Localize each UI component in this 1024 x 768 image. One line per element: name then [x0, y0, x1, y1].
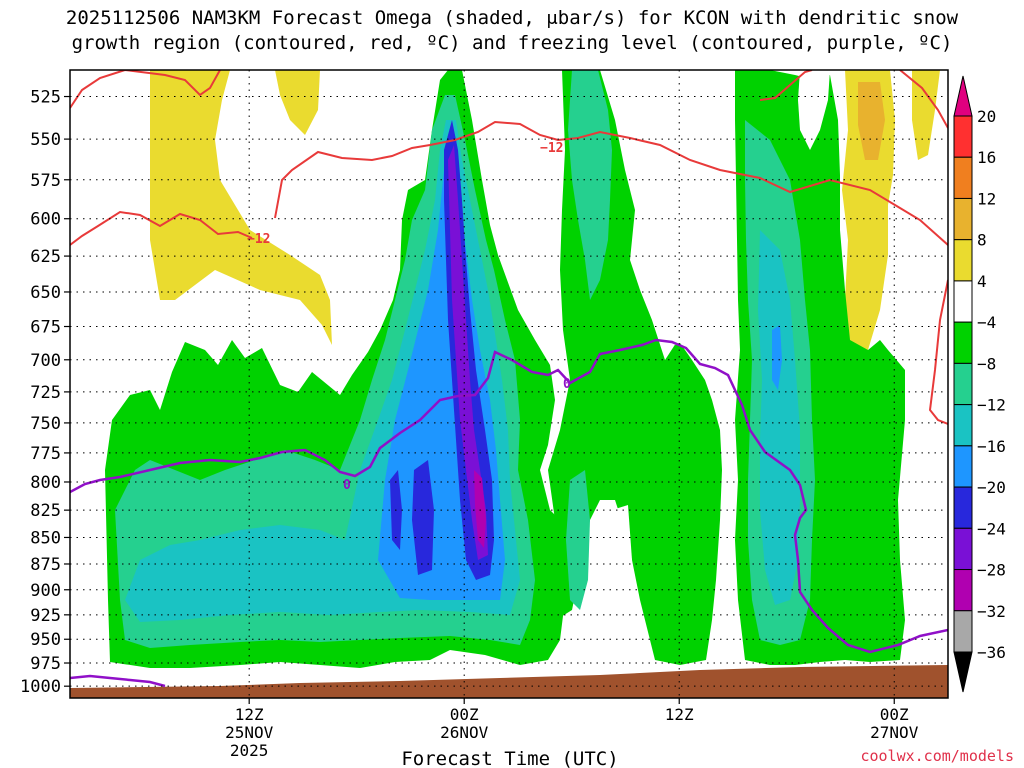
y-tick-label: 575 [30, 171, 61, 191]
y-tick-label: 850 [30, 528, 61, 548]
colorbar-swatch [953, 486, 973, 529]
x-tick-label: 00Z [880, 705, 909, 724]
plot-frame [69, 69, 949, 699]
colorbar-label: 20 [977, 107, 996, 126]
y-tick-label: 625 [30, 247, 61, 267]
omega-teal-lower-center [566, 470, 590, 610]
omega-gap-lower-center [608, 505, 632, 640]
x-tick-date: 26NOV [440, 723, 489, 742]
x-tick-date: 25NOV [225, 723, 274, 742]
y-tick-label: 825 [30, 501, 61, 521]
y-tick-label: 525 [30, 88, 61, 108]
colorbar-label: −12 [977, 396, 1006, 415]
y-tick-label: 775 [30, 444, 61, 464]
colorbar-label: −36 [977, 643, 1006, 662]
y-tick-label: 900 [30, 581, 61, 601]
colorbar-swatch [953, 610, 973, 653]
omega-yellow-far-right [912, 70, 940, 160]
colorbar-label: −28 [977, 561, 1006, 580]
colorbar-label: 16 [977, 148, 996, 167]
y-tick-label: 975 [30, 654, 61, 674]
x-tick-label: 12Z [665, 705, 694, 724]
colorbar-label: −8 [977, 354, 996, 373]
y-tick-label: 950 [30, 630, 61, 650]
omega-darkblue-mid [412, 460, 434, 575]
colorbar-label: −16 [977, 437, 1006, 456]
red-contour-label-2: −12 [247, 232, 270, 247]
y-tick-label: 600 [30, 210, 61, 230]
colorbar: 20 16 12 8 4 −4 −8 −12 −16 −20 −24 −28 −32 −36 [953, 75, 1006, 693]
colorbar-top-arrow [953, 75, 973, 117]
omega-yellow-right [842, 70, 895, 350]
red-contour-middle [274, 120, 948, 246]
omega-cyan-right [758, 230, 800, 605]
y-tick-label: 700 [30, 351, 61, 371]
omega-yellow-left [150, 70, 332, 345]
colorbar-swatch [953, 156, 973, 199]
y-tick-label: 925 [30, 606, 61, 626]
chart-title-line2: growth region (contoured, red, ºC) and f… [72, 32, 953, 54]
red-contour-right-upper [899, 70, 948, 129]
y-tick-label: 650 [30, 283, 61, 303]
credit-text: coolwx.com/models [860, 747, 1014, 765]
red-contour-lower [70, 210, 253, 246]
y-tick-label: 675 [30, 318, 61, 338]
red-contour-right-lower [928, 279, 948, 425]
colorbar-bottom-arrow [953, 651, 973, 693]
omega-orange-right [858, 82, 885, 160]
colorbar-swatch [953, 280, 973, 323]
grid-lines [70, 70, 948, 698]
red-contour-upper [70, 70, 221, 109]
y-axis-pressure: 525 550 575 600 625 650 675 700 725 750 775 800 825 8… [20, 88, 70, 697]
y-tick-label: 1000 [20, 677, 61, 697]
y-tick-label: 725 [30, 383, 61, 403]
colorbar-label: −24 [977, 519, 1006, 538]
ground-terrain [70, 665, 948, 698]
colorbar-swatch [953, 115, 973, 158]
chart-title-line1: 2025112506 NAM3KM Forecast Omega (shaded… [66, 7, 959, 29]
colorbar-swatch [953, 404, 973, 447]
y-tick-label: 875 [30, 555, 61, 575]
omega-gap-right-notch [798, 70, 830, 150]
colorbar-swatch [953, 239, 973, 282]
x-axis-label: Forecast Time (UTC) [401, 748, 618, 768]
x-tick-year: 2025 [230, 741, 269, 760]
colorbar-label: 12 [977, 189, 996, 208]
omega-blue-right-spot [772, 325, 782, 390]
omega-gap-center [655, 70, 712, 345]
x-tick-label: 00Z [450, 705, 479, 724]
colorbar-swatch [953, 527, 973, 571]
colorbar-swatch [953, 197, 973, 241]
colorbar-swatch [953, 569, 973, 612]
purple-contour-label-1: 0 [343, 478, 351, 493]
y-tick-label: 800 [30, 473, 61, 493]
colorbar-label: 8 [977, 231, 987, 250]
omega-yellow-top-left [275, 70, 320, 135]
x-tick-date: 27NOV [870, 723, 919, 742]
colorbar-label: 4 [977, 272, 987, 291]
colorbar-swatch [953, 362, 973, 406]
y-tick-label: 750 [30, 414, 61, 434]
freezing-level-lower-left [70, 674, 166, 688]
omega-teal-upper-center [568, 70, 612, 300]
purple-contour-label-2: 0 [563, 377, 571, 392]
x-tick-label: 12Z [235, 705, 264, 724]
freezing-level-contour [70, 338, 948, 654]
plot-area [70, 70, 948, 698]
y-tick-label: 550 [30, 130, 61, 150]
colorbar-label: −4 [977, 313, 996, 332]
red-contour-label-1: −12 [540, 141, 563, 156]
colorbar-swatch [953, 321, 973, 364]
red-contour-right-top [759, 70, 813, 101]
colorbar-swatch [953, 445, 973, 488]
colorbar-label: −20 [977, 478, 1006, 497]
omega-magenta-core [474, 470, 486, 548]
colorbar-label: −32 [977, 602, 1006, 621]
omega-purple-core [448, 145, 488, 560]
